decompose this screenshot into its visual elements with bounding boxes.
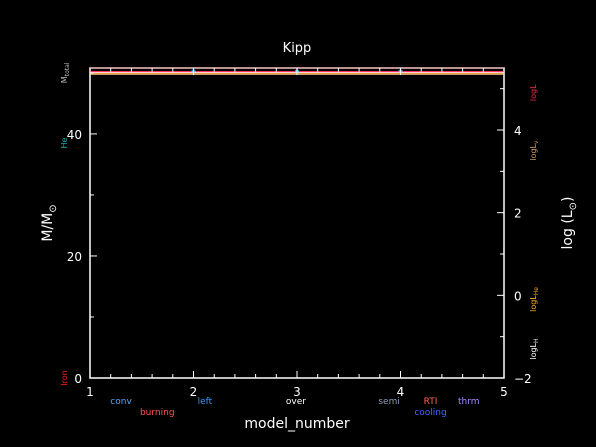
legend-item-conv: conv: [110, 397, 132, 407]
tick-layer: 1 2 3 4 5 0 20 40 −2 0 2 4: [67, 68, 532, 399]
x-axis-label: model_number: [244, 416, 349, 432]
y-left-tick-label: 0: [74, 372, 82, 386]
y-right-axis-label-sub: ⊙: [568, 202, 579, 210]
left-side-label-sub: total: [64, 62, 71, 76]
y-right-axis-label-text: log (L: [560, 210, 576, 249]
y-right-axis-label-close: ): [560, 197, 576, 202]
chart-title: Kipp: [283, 41, 312, 56]
right-side-label: logL: [529, 84, 538, 101]
left-side-label-text: He: [60, 138, 69, 149]
x-tick-label: 1: [86, 385, 94, 399]
svg-text:log (L⊙): log (L⊙): [560, 197, 579, 250]
legend-item-left: left: [198, 397, 213, 407]
left-side-label-main: M: [60, 76, 69, 83]
x-tick-label: 5: [500, 385, 508, 399]
right-side-label-sub: He: [533, 287, 540, 296]
right-side-label-main: logL: [529, 143, 538, 160]
x-tick-label: 2: [190, 385, 198, 399]
left-side-label-text: Iron: [60, 370, 69, 385]
y-left-axis-label-text: M/M: [40, 213, 56, 242]
legend-item-RTI: RTI: [424, 397, 438, 407]
right-side-label: logLH: [529, 338, 540, 359]
legend-item-cooling: cooling: [414, 408, 446, 418]
left-side-label: Mtotal: [60, 62, 71, 83]
y-left-axis-label-sub: ⊙: [48, 204, 59, 212]
x-tick-label: 3: [293, 385, 301, 399]
right-side-label-text: logLν: [529, 140, 540, 161]
right-side-label: logLHe: [529, 287, 540, 312]
legend-item-over: over: [286, 397, 306, 407]
svg-text:M/M⊙: M/M⊙: [40, 204, 59, 241]
legend-item-semi: semi: [378, 397, 400, 407]
left-side-label-main: Iron: [60, 370, 69, 385]
legend-item-thrm: thrm: [458, 397, 480, 407]
right-side-label-text: logL: [529, 84, 538, 101]
right-side-label-text: logLH: [529, 338, 540, 359]
y-left-tick-label: 20: [67, 250, 82, 264]
legend-item-burning: burning: [140, 408, 175, 418]
right-side-label-sub: H: [533, 338, 540, 343]
right-side-label-main: logL: [529, 342, 538, 359]
left-side-label-text: Mtotal: [60, 62, 71, 83]
right-side-label: logLν: [529, 140, 540, 161]
right-side-label-text: logLHe: [529, 287, 540, 312]
left-side-label: Iron: [60, 370, 69, 385]
y-right-tick-label: 4: [514, 124, 522, 138]
left-side-label-main: He: [60, 138, 69, 149]
y-right-axis-label: log (L⊙): [560, 197, 579, 250]
y-left-axis-label: M/M⊙: [40, 204, 59, 241]
y-right-tick-label: 2: [514, 207, 522, 221]
x-tick-label: 4: [397, 385, 405, 399]
right-side-label-main: logL: [529, 295, 538, 312]
right-side-label-sub: ν: [533, 140, 540, 144]
plot-frame: [89, 67, 505, 379]
right-side-label-main: logL: [529, 84, 538, 101]
y-right-tick-label: −2: [514, 372, 532, 386]
y-right-tick-label: 0: [514, 289, 522, 303]
left-side-label: He: [60, 138, 69, 149]
y-left-tick-label: 40: [67, 128, 82, 142]
